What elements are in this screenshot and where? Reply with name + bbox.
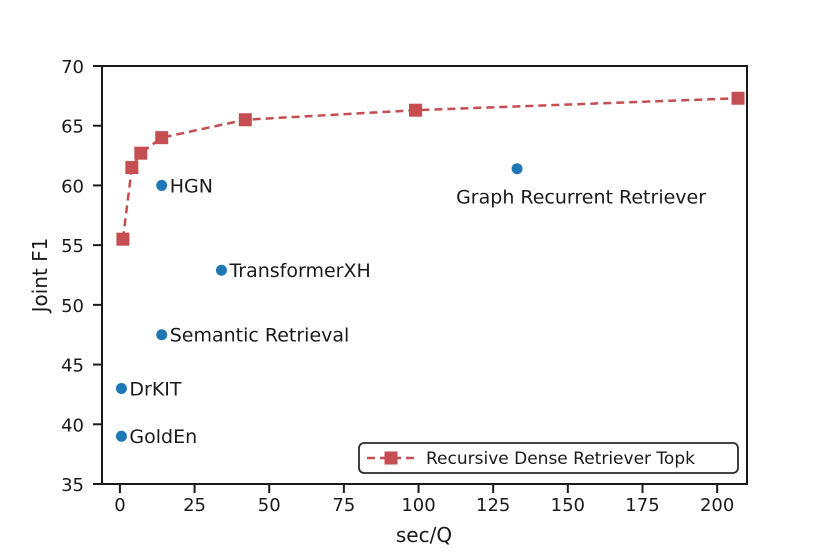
x-tick-label: 50 (258, 495, 281, 516)
legend-square-marker-icon (384, 451, 398, 465)
y-tick-label: 40 (61, 415, 84, 436)
line-square-marker (731, 91, 745, 105)
legend: Recursive Dense Retriever Topk (358, 442, 739, 474)
y-tick-label: 60 (61, 176, 84, 197)
y-axis-label: Joint F1 (28, 238, 52, 315)
point-label: GoldEn (129, 426, 197, 448)
plot-area: 0 25 50 75 100 125 150 175 200 35 40 45 50 55 60 65 70 Go… (61, 57, 748, 516)
x-tick-label: 75 (332, 495, 355, 516)
recursive-dense-retriever-line (121, 96, 739, 240)
x-tick-label: 175 (625, 495, 659, 516)
point-label: HGN (170, 175, 213, 197)
x-tick-label: 200 (700, 495, 734, 516)
point-label: Semantic Retrieval (170, 325, 350, 347)
x-tick-label: 150 (551, 495, 585, 516)
scatter-point (156, 329, 168, 341)
line-square-marker (238, 113, 252, 127)
line-square-marker (125, 161, 139, 175)
line-square-marker (134, 146, 148, 160)
x-tick-label: 125 (476, 495, 510, 516)
point-label: TransformerXH (228, 260, 370, 282)
x-tick-label: 0 (114, 495, 125, 516)
scatter-point (511, 163, 523, 175)
line-square-marker (409, 103, 423, 117)
scatter-point (115, 382, 127, 394)
scatter-point (115, 430, 127, 442)
x-tick-label: 25 (183, 495, 206, 516)
y-tick-label: 50 (61, 296, 84, 317)
line-square-marker (116, 232, 130, 246)
point-label: Graph Recurrent Retriever (456, 187, 706, 209)
point-label: DrKIT (129, 378, 182, 400)
scatter-point (156, 179, 168, 191)
x-tick-label: 100 (401, 495, 435, 516)
scatter-point (215, 264, 227, 276)
x-axis-label: sec/Q (396, 523, 452, 547)
legend-box (358, 442, 739, 474)
y-tick-label: 45 (61, 356, 84, 377)
y-tick-label: 35 (61, 475, 84, 496)
y-tick-label: 70 (61, 57, 84, 78)
legend-label: Recursive Dense Retriever Topk (426, 449, 695, 469)
y-tick-label: 65 (61, 117, 84, 138)
plot-border (101, 65, 748, 485)
y-tick-label: 55 (61, 236, 84, 257)
line-square-marker (155, 131, 169, 145)
